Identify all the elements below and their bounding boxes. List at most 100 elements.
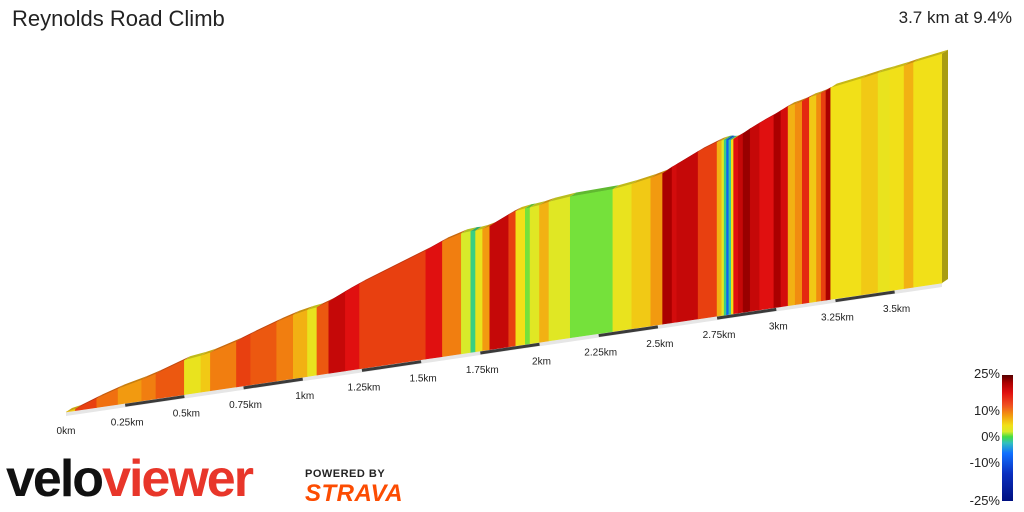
- segment-top-58: [825, 83, 837, 91]
- segment-top-15: [328, 287, 352, 302]
- segment-top-56: [816, 89, 828, 96]
- segment-top-20: [461, 227, 477, 234]
- segment-top-21: [470, 226, 482, 232]
- gradient-segment-37: [676, 150, 699, 323]
- segment-top-23: [482, 222, 496, 229]
- gradient-segment-60: [861, 72, 879, 296]
- legend-label-10: 10%: [973, 403, 1000, 418]
- segment-top-61: [878, 65, 896, 74]
- logo-viewer: viewer: [102, 450, 254, 508]
- segment-top-45: [733, 132, 745, 140]
- gradient-segment-21: [470, 230, 476, 353]
- gradient-segment-19: [442, 232, 462, 357]
- gradient-segment-56: [816, 92, 822, 302]
- distance-tick-label: 2.5km: [646, 339, 673, 350]
- gradient-segment-58: [825, 87, 832, 301]
- segment-top-34: [650, 169, 669, 178]
- gradient-segment-6: [184, 355, 202, 395]
- segment-top-51: [781, 102, 795, 111]
- gradient-segment-29: [539, 201, 550, 343]
- gradient-segment-42: [726, 139, 730, 316]
- segment-top-54: [802, 93, 816, 102]
- gradient-segment-10: [250, 321, 278, 386]
- distance-tick-label: 3km: [769, 321, 788, 332]
- gradient-segment-9: [236, 333, 251, 388]
- segment-top-14: [316, 297, 335, 308]
- gradient-segment-25: [508, 210, 517, 348]
- gradient-segment-41: [723, 139, 727, 316]
- segment-top-44: [731, 135, 740, 140]
- gradient-segment-20: [461, 230, 472, 355]
- distance-tick-label: 1.5km: [410, 374, 437, 385]
- distance-tick-label: 2km: [532, 356, 551, 367]
- segment-top-40: [721, 135, 731, 141]
- segment-top-35: [662, 163, 679, 174]
- segment-top-43: [728, 135, 738, 140]
- segment-top-59: [830, 74, 868, 88]
- strava-logo: STRAVA: [305, 480, 404, 507]
- gradient-segment-18: [425, 240, 443, 360]
- segment-top-41: [724, 135, 733, 140]
- segment-top-9: [236, 330, 257, 342]
- segment-top-55: [809, 91, 823, 98]
- profile-end-cap: [942, 49, 948, 283]
- gradient-segment-63: [903, 61, 914, 289]
- gradient-segment-53: [794, 100, 803, 305]
- gradient-segment-34: [650, 172, 663, 327]
- gradient-segment-31: [569, 188, 614, 339]
- distance-tick-label: 0.5km: [173, 409, 200, 420]
- gradient-segment-57: [820, 90, 827, 302]
- distance-tick-label: 1.75km: [466, 365, 499, 376]
- gradient-segment-52: [787, 103, 796, 307]
- distance-tick-label: 1.25km: [348, 382, 381, 393]
- gradient-segment-7: [200, 352, 211, 393]
- segment-top-18: [425, 237, 449, 251]
- gradient-segment-54: [802, 96, 810, 304]
- segment-top-37: [676, 147, 705, 165]
- gradient-segment-48: [749, 122, 760, 312]
- segment-top-57: [821, 86, 832, 94]
- segment-top-27: [525, 203, 537, 209]
- segment-top-50: [773, 106, 788, 116]
- segment-top-46: [738, 129, 750, 137]
- segment-top-33: [631, 173, 657, 184]
- segment-top-32: [612, 179, 638, 190]
- gradient-segment-62: [889, 65, 905, 292]
- gradient-segment-50: [773, 109, 782, 309]
- gradient-segment-39: [716, 139, 723, 317]
- segment-top-62: [889, 61, 911, 70]
- gradient-segment-17: [359, 249, 427, 370]
- segment-top-12: [293, 305, 314, 315]
- gradient-segment-12: [292, 309, 308, 379]
- segment-top-26: [515, 204, 532, 212]
- gradient-segment-44: [730, 138, 734, 315]
- segment-top-10: [250, 317, 283, 335]
- gradient-segment-36: [671, 163, 678, 324]
- segment-top-28: [530, 201, 546, 208]
- gradient-segment-26: [515, 207, 526, 347]
- segment-top-3: [118, 375, 148, 389]
- gradient-segment-64: [913, 53, 943, 288]
- legend-label-0: 0%: [981, 429, 1000, 444]
- segment-top-52: [788, 99, 802, 107]
- distance-band-9: [598, 325, 659, 338]
- gradient-segment-30: [548, 196, 571, 342]
- distance-tick-label: 3.25km: [821, 313, 854, 324]
- gradient-segment-46: [738, 133, 744, 314]
- gradient-segment-35: [662, 166, 673, 325]
- segment-top-24: [489, 210, 515, 227]
- distance-tick-label: 2.75km: [703, 330, 736, 341]
- distance-band-11: [716, 307, 777, 320]
- segment-top-11: [276, 310, 300, 322]
- climb-summary: 3.7 km at 9.4%: [898, 8, 1012, 27]
- distance-band-7: [480, 342, 540, 355]
- segment-top-64: [913, 49, 948, 63]
- gradient-segment-43: [728, 139, 732, 315]
- gradient-segment-55: [809, 94, 817, 303]
- gradient-segment-2: [96, 388, 119, 408]
- chart-title: Reynolds Road Climb: [12, 6, 225, 31]
- gradient-segment-33: [631, 177, 652, 330]
- segment-top-38: [698, 138, 724, 152]
- logo-velo: velo: [6, 450, 104, 508]
